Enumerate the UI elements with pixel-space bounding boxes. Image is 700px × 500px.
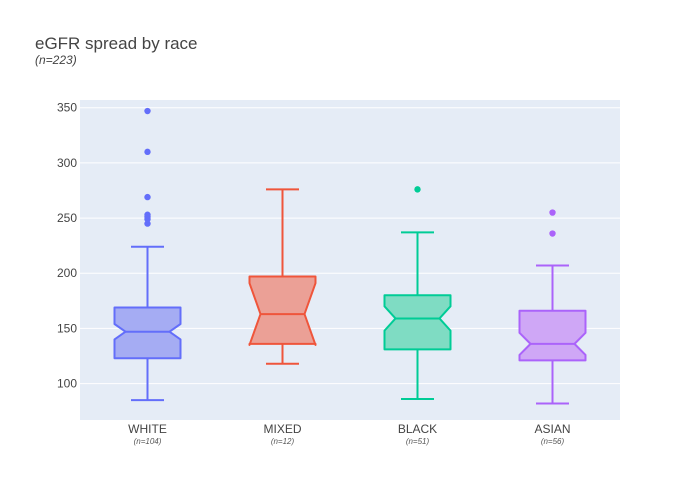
y-tick-label: 100 — [57, 377, 77, 391]
iqr-box — [383, 294, 452, 351]
x-tick-label: WHITE — [128, 422, 167, 436]
boxes — [113, 107, 587, 405]
y-tick-label: 300 — [57, 156, 77, 170]
x-tick-label: ASIAN — [534, 422, 570, 436]
x-tick-label: BLACK — [398, 422, 437, 436]
x-axis-ticks: WHITE(n=104) MIXED(n=12) BLACK(n=51) ASIAN(… — [128, 422, 570, 446]
outlier-point — [144, 107, 151, 115]
outlier-point — [414, 186, 421, 193]
iqr-box — [113, 306, 182, 360]
box-white — [113, 107, 182, 402]
box-black — [383, 186, 452, 401]
outlier-point — [144, 193, 151, 201]
x-tick-count: (n=12) — [271, 437, 295, 446]
y-tick-label: 150 — [57, 321, 77, 335]
chart-title: eGFR spread by race — [35, 34, 198, 53]
y-tick-label: 200 — [57, 266, 77, 280]
y-tick-label: 350 — [57, 101, 77, 115]
outlier-point — [144, 220, 151, 227]
x-tick-count: (n=51) — [406, 437, 430, 446]
outlier-point — [549, 230, 556, 237]
chart-subtitle: (n=223) — [35, 53, 77, 67]
y-axis-ticks: 100 150 200 250 300 350 — [57, 101, 77, 391]
outlier-point — [144, 148, 151, 156]
x-tick-label: MIXED — [263, 422, 301, 436]
box-asian — [518, 209, 587, 405]
outlier-point — [549, 209, 556, 216]
iqr-box — [248, 275, 317, 346]
outlier-point — [144, 211, 151, 218]
x-tick-count: (n=56) — [541, 437, 565, 446]
y-tick-label: 250 — [57, 211, 77, 225]
box-mixed — [248, 188, 317, 365]
x-tick-count: (n=104) — [134, 437, 162, 446]
plot-area — [80, 100, 620, 420]
iqr-box — [518, 309, 587, 362]
